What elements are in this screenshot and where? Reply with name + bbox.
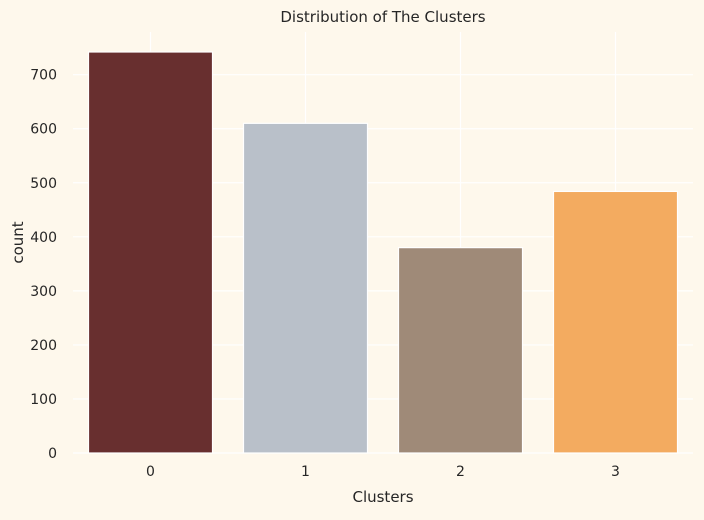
x-tick-label: 0 [146,464,155,480]
y-axis-label: count [9,221,27,263]
x-tick-label: 2 [456,464,465,480]
y-tick-label: 0 [48,446,57,462]
y-tick-label: 200 [30,338,57,354]
bar-cluster-3 [552,190,679,454]
y-tick-label: 100 [30,392,57,408]
bar-cluster-0 [87,51,214,454]
bar-cluster-2 [397,247,524,454]
bars [87,51,679,454]
y-tick-label: 600 [30,122,57,138]
x-axis-label: Clusters [352,488,413,506]
bar-cluster-1 [242,122,369,454]
y-tick-label: 300 [30,284,57,300]
x-axis-ticks: 0 1 2 3 [146,464,620,480]
y-axis-ticks: 0 100 200 300 400 500 600 700 [30,68,57,462]
chart-title: Distribution of The Clusters [280,8,485,26]
y-tick-label: 500 [30,176,57,192]
x-tick-label: 1 [301,464,310,480]
y-tick-label: 400 [30,230,57,246]
x-tick-label: 3 [611,464,620,480]
y-tick-label: 700 [30,68,57,84]
